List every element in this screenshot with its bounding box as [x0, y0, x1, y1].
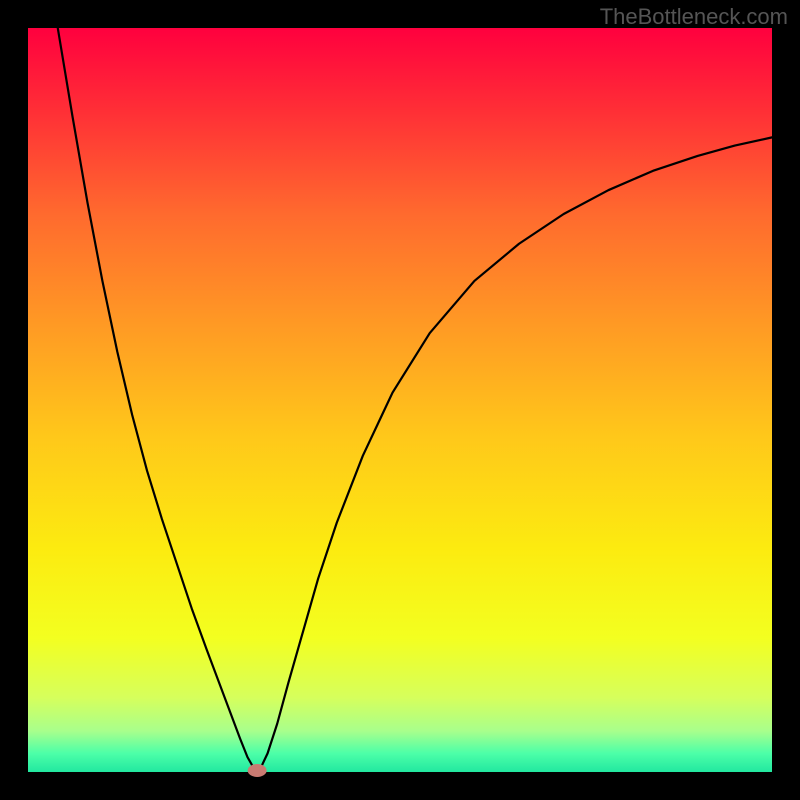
watermark-text: TheBottleneck.com — [600, 4, 788, 30]
optimum-marker — [248, 765, 266, 777]
bottleneck-curve-chart — [0, 0, 800, 800]
chart-container: TheBottleneck.com — [0, 0, 800, 800]
plot-background — [28, 28, 772, 772]
